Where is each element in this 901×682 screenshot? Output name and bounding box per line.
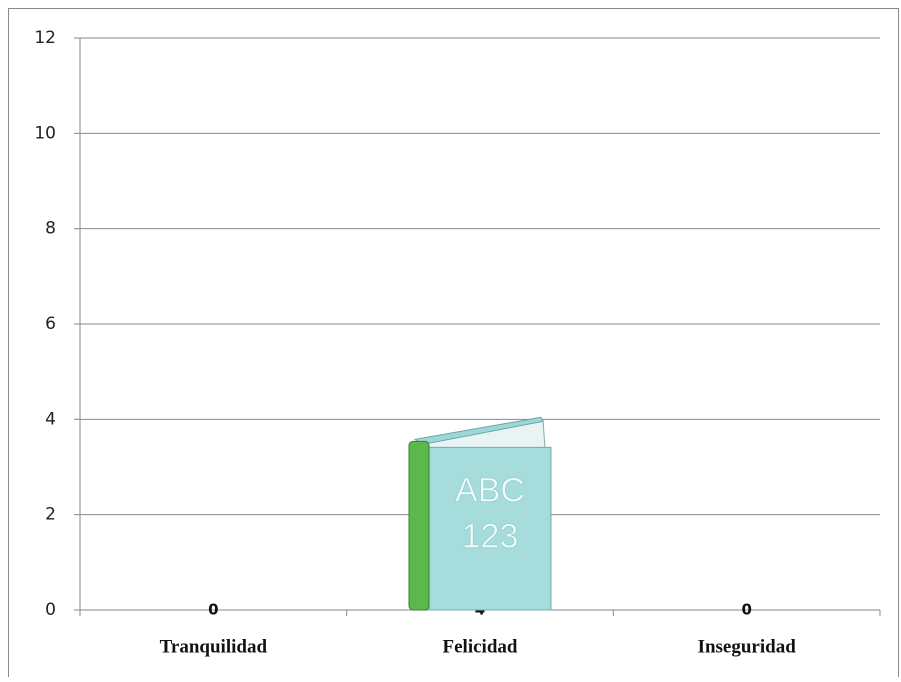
y-tick-label: 2 bbox=[45, 505, 56, 525]
y-tick-label: 0 bbox=[45, 600, 56, 620]
y-tick-label: 10 bbox=[34, 123, 56, 143]
bar-picture-text: ABC bbox=[455, 471, 525, 509]
x-tick-label: Tranquilidad bbox=[160, 636, 268, 657]
picture-bar: ABC 123 bbox=[408, 416, 552, 611]
data-label: 0 bbox=[741, 601, 751, 619]
x-tick-label: Felicidad bbox=[443, 636, 518, 657]
bar-picture-text: 123 bbox=[462, 517, 519, 555]
y-tick-label: 8 bbox=[45, 219, 56, 239]
y-tick-label: 12 bbox=[34, 28, 56, 48]
y-tick-label: 6 bbox=[45, 314, 56, 334]
book-cover bbox=[428, 446, 552, 611]
x-tick-label: Inseguridad bbox=[698, 636, 797, 657]
data-label: 0 bbox=[208, 601, 218, 619]
book-spine bbox=[408, 440, 430, 611]
chart-border bbox=[8, 8, 899, 682]
y-tick-label: 4 bbox=[45, 409, 56, 429]
